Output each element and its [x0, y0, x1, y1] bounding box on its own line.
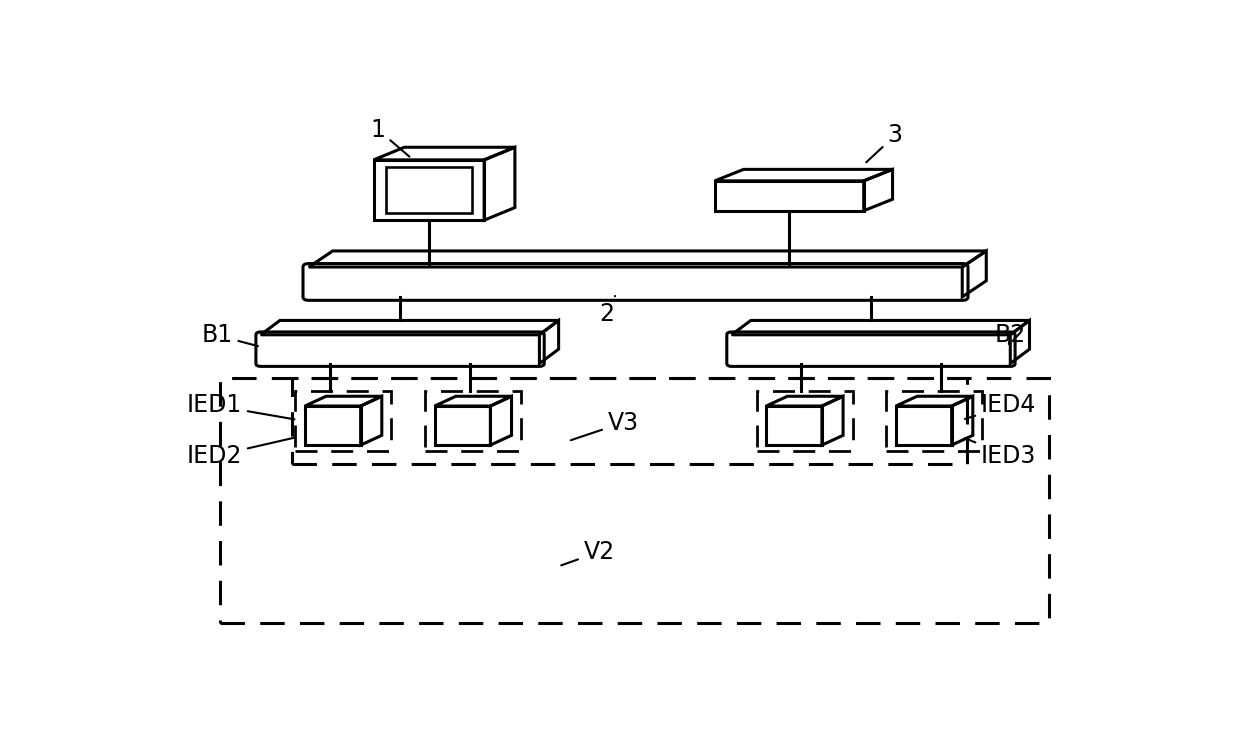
Text: B2: B2	[994, 323, 1025, 348]
Text: IED2: IED2	[187, 438, 295, 468]
Text: IED1: IED1	[187, 393, 294, 419]
Text: B1: B1	[202, 323, 258, 348]
Text: V3: V3	[570, 411, 639, 440]
Text: IED4: IED4	[965, 393, 1037, 419]
Text: 2: 2	[599, 296, 615, 325]
Text: V2: V2	[562, 540, 615, 565]
Text: 3: 3	[867, 124, 903, 163]
Text: 1: 1	[371, 118, 409, 157]
Text: IED3: IED3	[965, 438, 1037, 468]
